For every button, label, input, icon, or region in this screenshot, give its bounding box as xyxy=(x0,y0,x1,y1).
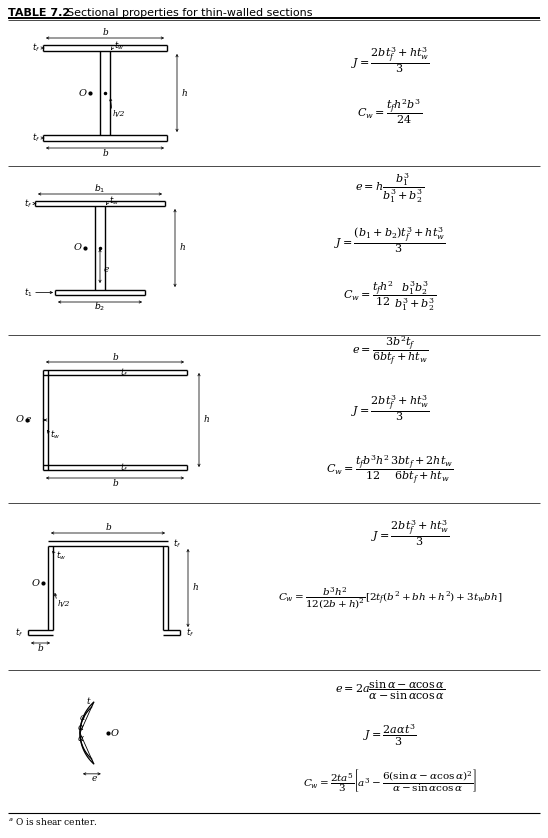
Text: O: O xyxy=(111,728,119,737)
Text: $t_f$: $t_f$ xyxy=(32,42,40,54)
Text: $e = \dfrac{3b^2 t_f}{6bt_f + ht_w}$: $e = \dfrac{3b^2 t_f}{6bt_f + ht_w}$ xyxy=(352,334,428,367)
Text: h/2: h/2 xyxy=(113,110,125,118)
Text: O: O xyxy=(79,89,87,97)
Text: b: b xyxy=(102,28,108,38)
Text: e: e xyxy=(104,265,110,273)
Text: e: e xyxy=(91,774,96,784)
Text: $J = \dfrac{2a\alpha t^3}{3}$: $J = \dfrac{2a\alpha t^3}{3}$ xyxy=(363,722,417,747)
Text: t: t xyxy=(86,697,90,706)
Text: O: O xyxy=(74,244,82,252)
Text: $t_f$: $t_f$ xyxy=(186,626,194,639)
Text: h: h xyxy=(192,583,198,592)
Text: $J = \dfrac{2bt_f^3 + ht_w^3}{3}$: $J = \dfrac{2bt_f^3 + ht_w^3}{3}$ xyxy=(370,518,449,548)
Text: b: b xyxy=(102,148,108,158)
Text: $J = \dfrac{2bt_f^3 + ht_w^3}{3}$: $J = \dfrac{2bt_f^3 + ht_w^3}{3}$ xyxy=(351,45,429,75)
Text: $\alpha$: $\alpha$ xyxy=(77,722,84,732)
Text: $t_w$: $t_w$ xyxy=(109,194,119,207)
Text: b: b xyxy=(37,644,43,653)
Text: $t_1$: $t_1$ xyxy=(24,287,32,299)
Text: $^a$ O is shear center.: $^a$ O is shear center. xyxy=(8,816,98,827)
Text: $J = \dfrac{2bt_f^3 + ht_w^3}{3}$: $J = \dfrac{2bt_f^3 + ht_w^3}{3}$ xyxy=(351,393,429,423)
Text: $t_f$: $t_f$ xyxy=(24,197,32,210)
Text: $C_w = \dfrac{t_f h^2}{12}\dfrac{b_1^3 b_2^3}{b_1^3 + b_2^3}$: $C_w = \dfrac{t_f h^2}{12}\dfrac{b_1^3 b… xyxy=(344,279,437,313)
Text: $b_2$: $b_2$ xyxy=(94,301,106,313)
Text: $t_w$: $t_w$ xyxy=(114,39,124,52)
Text: a: a xyxy=(80,713,85,722)
Text: TABLE 7.2: TABLE 7.2 xyxy=(8,8,70,18)
Text: $e = 2a\dfrac{\sin\alpha - \alpha\cos\alpha}{\alpha - \sin\alpha\cos\alpha}$: $e = 2a\dfrac{\sin\alpha - \alpha\cos\al… xyxy=(335,678,446,701)
Text: h: h xyxy=(181,89,187,97)
Text: b: b xyxy=(112,353,118,361)
Text: b: b xyxy=(105,524,111,532)
Text: $t_f$: $t_f$ xyxy=(120,366,128,379)
Text: $b_1$: $b_1$ xyxy=(94,183,106,195)
Text: $t_w$: $t_w$ xyxy=(56,550,66,562)
Text: $\alpha$: $\alpha$ xyxy=(77,734,84,743)
Text: $t_f$: $t_f$ xyxy=(15,626,23,639)
Text: $C_w = \dfrac{2ta^5}{3}\left[a^3 - \dfrac{6(\sin\alpha - \alpha\cos\alpha)^2}{\a: $C_w = \dfrac{2ta^5}{3}\left[a^3 - \dfra… xyxy=(303,767,477,794)
Text: $e = h\dfrac{b_1^3}{b_1^3 + b_2^3}$: $e = h\dfrac{b_1^3}{b_1^3 + b_2^3}$ xyxy=(356,172,425,204)
Text: $J = \dfrac{(b_1 + b_2)t_f^3 + ht_w^3}{3}$: $J = \dfrac{(b_1 + b_2)t_f^3 + ht_w^3}{3… xyxy=(334,225,446,255)
Text: $t_f$: $t_f$ xyxy=(32,132,40,144)
Text: $t_f$: $t_f$ xyxy=(120,461,128,473)
Text: e: e xyxy=(26,416,31,425)
Text: $C_w = \dfrac{b^3 h^2}{12(2b+h)^2}[2t_f(b^2 + bh + h^2) + 3t_w bh]$: $C_w = \dfrac{b^3 h^2}{12(2b+h)^2}[2t_f(… xyxy=(278,586,502,611)
Text: $C_w = \dfrac{t_f b^3 h^2}{12}\dfrac{3bt_f + 2ht_w}{6bt_f + ht_w}$: $C_w = \dfrac{t_f b^3 h^2}{12}\dfrac{3bt… xyxy=(326,453,454,486)
Text: h/2: h/2 xyxy=(58,600,70,608)
Text: $C_w = \dfrac{t_f h^2 b^3}{24}$: $C_w = \dfrac{t_f h^2 b^3}{24}$ xyxy=(357,98,423,127)
Text: h: h xyxy=(179,244,185,252)
Text: $t_f$: $t_f$ xyxy=(173,537,181,550)
Text: O: O xyxy=(32,578,40,587)
Text: $t_w$: $t_w$ xyxy=(50,429,60,442)
Text: O: O xyxy=(16,416,24,425)
Text: Sectional properties for thin-walled sections: Sectional properties for thin-walled sec… xyxy=(60,8,312,18)
Text: b: b xyxy=(112,478,118,488)
Text: h: h xyxy=(203,416,209,425)
